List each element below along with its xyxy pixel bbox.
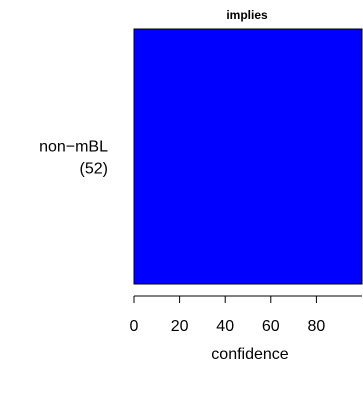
- bar: [133, 28, 363, 285]
- x-tick-label: 40: [216, 318, 234, 335]
- x-tick-label: 0: [130, 318, 139, 335]
- x-tick-label: 20: [171, 318, 189, 335]
- x-ticks: 0 20 40 60 80: [130, 296, 326, 335]
- x-axis: 0 20 40 60 80: [130, 295, 362, 335]
- bars: [133, 28, 363, 285]
- x-tick-label: 60: [262, 318, 280, 335]
- category-label: non−mBL: [39, 139, 108, 156]
- category-labels: non−mBL (52): [39, 139, 108, 178]
- x-axis-label: confidence: [211, 346, 288, 363]
- category-count: (52): [80, 161, 108, 178]
- chart-title: implies: [226, 8, 268, 22]
- x-tick-label: 80: [308, 318, 326, 335]
